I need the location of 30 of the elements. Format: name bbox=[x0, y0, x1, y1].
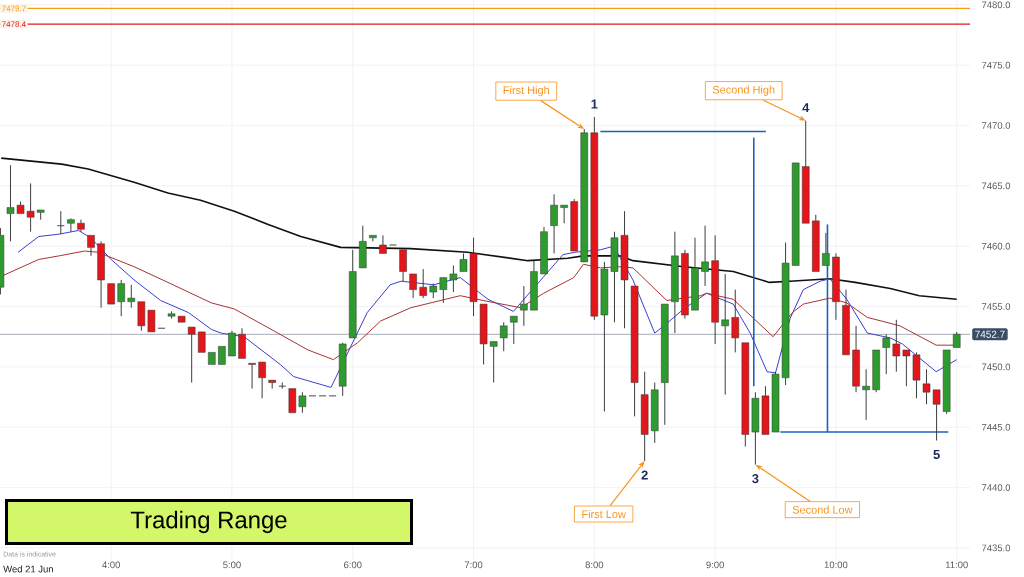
x-tick-label: 8:00 bbox=[585, 561, 604, 569]
annotation: 1 bbox=[591, 99, 598, 109]
y-tick-label: 7460.0 bbox=[982, 242, 1011, 250]
y-tick-label: 7470.0 bbox=[982, 122, 1011, 129]
x-tick-label: 5:00 bbox=[223, 561, 241, 569]
y-tick-label: 7465.0 bbox=[982, 182, 1011, 190]
x-tick-label: 9:00 bbox=[706, 561, 724, 569]
annotation: First High bbox=[503, 86, 549, 97]
annotation: First Low bbox=[582, 510, 626, 519]
x-tick-label: 7:00 bbox=[464, 561, 483, 569]
annotation: Second Low bbox=[792, 505, 853, 514]
ref-line-label: 7452.7 bbox=[975, 330, 1005, 338]
annotation: 2 bbox=[641, 470, 648, 480]
y-tick-label: 7445.0 bbox=[982, 423, 1011, 431]
text: Trading Range bbox=[130, 510, 287, 534]
y-tick-label: 7480.0 bbox=[982, 1, 1011, 9]
y-tick-label: 7435.0 bbox=[982, 544, 1011, 552]
annotation: Second High bbox=[712, 85, 775, 96]
annotation: 4 bbox=[802, 103, 810, 113]
text: Wed 21 Jun bbox=[3, 565, 53, 573]
x-tick-label: 6:00 bbox=[344, 561, 362, 569]
x-tick-label: 4:00 bbox=[102, 561, 120, 569]
x-tick-label: 11:00 bbox=[945, 561, 968, 569]
annotation: 3 bbox=[752, 474, 759, 484]
y-tick-label: 7475.0 bbox=[982, 61, 1011, 69]
annotation: 5 bbox=[933, 449, 940, 460]
y-tick-label: 7450.0 bbox=[982, 363, 1011, 371]
y-tick-label: 7455.0 bbox=[982, 303, 1011, 310]
y-tick-label: 7440.0 bbox=[982, 484, 1011, 491]
x-tick-label: 10:00 bbox=[824, 561, 848, 569]
